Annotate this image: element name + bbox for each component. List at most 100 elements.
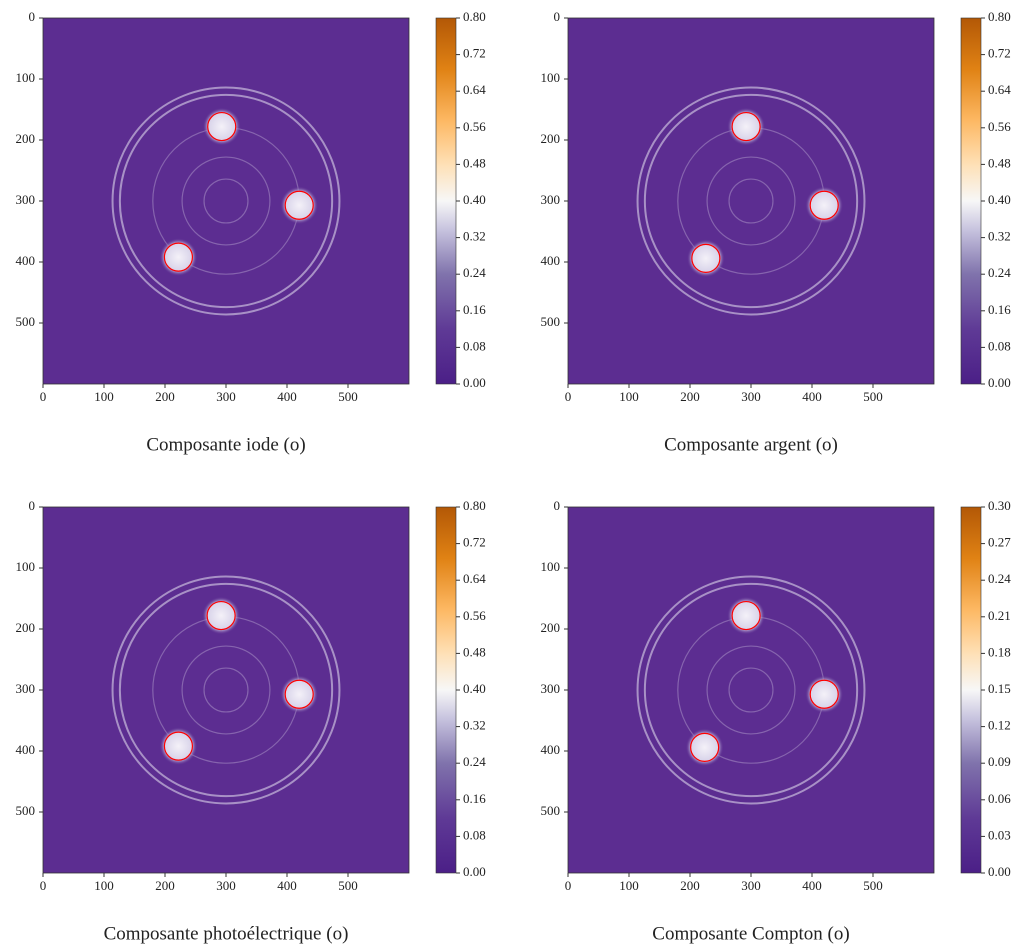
image-ring	[643, 582, 859, 798]
x-tick-label: 300	[741, 389, 761, 404]
colorbar-tick-label: 0.80	[988, 9, 1011, 24]
x-tick-label: 0	[40, 389, 47, 404]
image-ring	[118, 93, 334, 309]
image-blob	[805, 675, 844, 714]
colorbar	[960, 17, 982, 385]
x-tick-label: 500	[863, 389, 883, 404]
x-tick-label: 0	[40, 878, 47, 893]
y-tick-label: 0	[554, 498, 561, 513]
y-tick-label: 500	[541, 314, 561, 329]
y-tick-label: 500	[16, 314, 36, 329]
marker-circle	[691, 243, 721, 273]
image-ring	[111, 86, 341, 316]
y-tick-label: 500	[541, 803, 561, 818]
y-tick-label: 0	[29, 498, 36, 513]
colorbar-tick-label: 0.03	[988, 827, 1011, 842]
marker-circle	[809, 190, 839, 220]
colorbar-tick-label: 0.16	[463, 302, 486, 317]
y-tick-label: 200	[16, 131, 36, 146]
colorbar-tick-label: 0.40	[463, 681, 486, 696]
image-background	[43, 507, 409, 873]
colorbar-tick-label: 0.15	[988, 681, 1011, 696]
colorbar-tick-label: 0.30	[988, 498, 1011, 513]
y-tick-label: 300	[541, 192, 561, 207]
image-ring	[706, 645, 796, 735]
x-tick-label: 400	[802, 878, 822, 893]
marker-circle	[809, 679, 839, 709]
colorbar-tick-label: 0.48	[463, 644, 486, 659]
image-ring	[203, 667, 249, 713]
y-tick-label: 100	[16, 559, 36, 574]
colorbar-tick-label: 0.64	[463, 82, 486, 97]
image-blob	[685, 728, 724, 767]
panel: 0 100 200 300 400 500 0 100 200 300 400 500 0.00 0.08…	[541, 9, 1012, 455]
panel: 0 100 200 300 400 500 0 100 200 300 400 500 0.00 0.03…	[541, 498, 1012, 944]
y-tick-label: 200	[541, 131, 561, 146]
colorbar-tick-label: 0.24	[988, 571, 1011, 586]
image-ring	[118, 582, 334, 798]
image-ring	[643, 93, 859, 309]
x-tick-label: 500	[338, 389, 358, 404]
image-ring	[181, 156, 271, 246]
colorbar-tick-label: 0.32	[463, 229, 486, 244]
colorbar-tick-label: 0.08	[988, 338, 1011, 353]
y-tick-label: 300	[16, 681, 36, 696]
x-tick-label: 200	[155, 389, 175, 404]
y-tick-label: 200	[16, 620, 36, 635]
y-tick-label: 400	[16, 742, 36, 757]
panel: 0 100 200 300 400 500 0 100 200 300 400 500 0.00 0.08…	[16, 498, 487, 944]
panel-caption: Composante photoélectrique (o)	[104, 923, 349, 944]
image-blob	[202, 107, 241, 146]
x-tick-label: 300	[216, 878, 236, 893]
colorbar-tick-label: 0.24	[463, 265, 486, 280]
image-blob	[805, 186, 844, 225]
image-blob	[202, 596, 241, 635]
colorbar-tick-label: 0.27	[988, 535, 1011, 550]
colorbar-tick-label: 0.56	[463, 608, 486, 623]
colorbar	[960, 506, 982, 874]
y-tick-label: 100	[541, 70, 561, 85]
colorbar-tick-label: 0.18	[988, 644, 1011, 659]
colorbar-tick-label: 0.72	[463, 535, 486, 550]
colorbar-tick-label: 0.00	[463, 375, 486, 390]
marker-circle	[731, 600, 761, 631]
colorbar-tick-label: 0.72	[988, 46, 1011, 61]
panel-caption: Composante argent (o)	[664, 434, 838, 455]
image-background	[43, 18, 409, 384]
marker-circle	[284, 679, 314, 709]
y-tick-label: 100	[16, 70, 36, 85]
marker-circle	[690, 732, 720, 762]
colorbar-tick-label: 0.32	[463, 718, 486, 733]
image-ring	[203, 178, 249, 224]
image-ring	[181, 645, 271, 735]
colorbar-tick-label: 0.48	[988, 155, 1011, 170]
image-background	[568, 18, 934, 384]
image-blob	[727, 596, 766, 635]
marker-circle	[163, 731, 194, 761]
image-blob	[727, 107, 766, 146]
colorbar-tick-label: 0.00	[988, 375, 1011, 390]
x-tick-label: 200	[680, 389, 700, 404]
image-ring	[728, 667, 774, 713]
x-tick-label: 300	[741, 878, 761, 893]
image-blob	[686, 239, 725, 278]
colorbar-tick-label: 0.64	[463, 571, 486, 586]
x-tick-label: 0	[565, 389, 572, 404]
x-tick-label: 400	[802, 389, 822, 404]
x-tick-label: 200	[155, 878, 175, 893]
colorbar-tick-label: 0.24	[463, 754, 486, 769]
panel: 0 100 200 300 400 500 0 100 200 300 400 500 0.00 0.08…	[16, 9, 487, 455]
y-tick-label: 0	[29, 9, 36, 24]
x-tick-label: 300	[216, 389, 236, 404]
x-tick-label: 500	[863, 878, 883, 893]
colorbar	[435, 506, 457, 874]
marker-circle	[163, 242, 194, 272]
image-blob	[280, 186, 319, 225]
image-blob	[159, 727, 198, 766]
colorbar-tick-label: 0.16	[463, 791, 486, 806]
image-blob	[159, 238, 198, 277]
colorbar	[435, 17, 457, 385]
colorbar-tick-label: 0.08	[463, 338, 486, 353]
y-tick-label: 300	[16, 192, 36, 207]
